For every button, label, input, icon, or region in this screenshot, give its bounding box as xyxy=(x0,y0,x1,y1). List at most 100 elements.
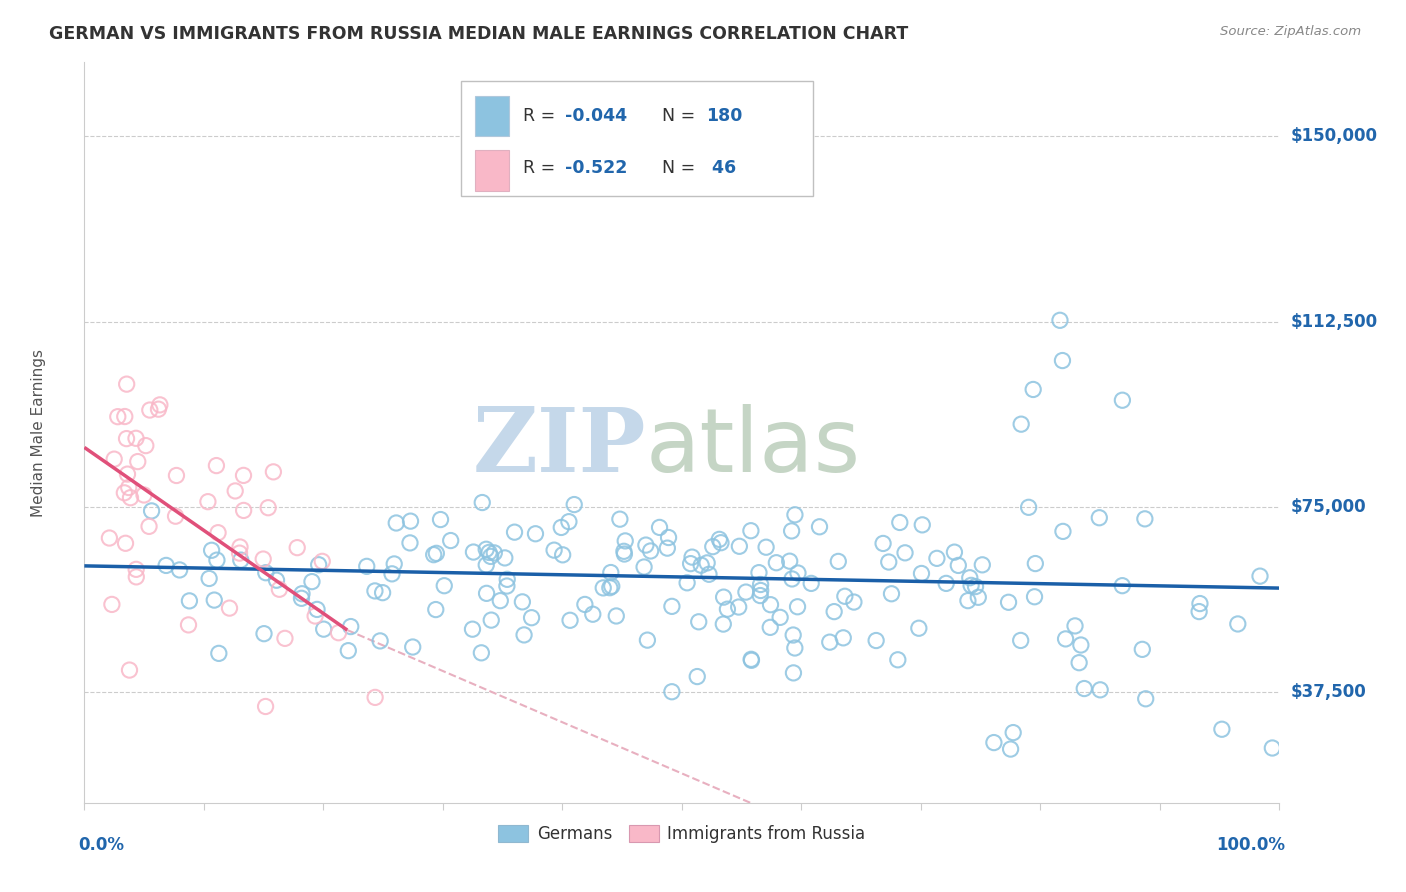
Point xyxy=(125,562,148,576)
Point xyxy=(1049,313,1071,327)
Point xyxy=(872,536,894,550)
Point xyxy=(1133,512,1156,526)
Point xyxy=(911,517,934,532)
Point xyxy=(716,602,738,616)
Text: atlas: atlas xyxy=(647,404,862,491)
Point xyxy=(463,545,485,559)
Point xyxy=(425,602,447,616)
Point xyxy=(599,581,621,595)
Point xyxy=(205,553,228,567)
Point xyxy=(967,591,990,605)
Point xyxy=(496,572,519,586)
Point xyxy=(613,544,636,558)
Point xyxy=(558,515,581,529)
Point xyxy=(600,579,623,593)
Point xyxy=(657,541,679,556)
Point xyxy=(429,512,451,526)
Text: GERMAN VS IMMIGRANTS FROM RUSSIA MEDIAN MALE EARNINGS CORRELATION CHART: GERMAN VS IMMIGRANTS FROM RUSSIA MEDIAN … xyxy=(49,25,908,43)
Point xyxy=(169,563,191,577)
Point xyxy=(782,665,804,680)
Point xyxy=(832,631,855,645)
Point xyxy=(1111,393,1133,408)
Point xyxy=(304,609,326,624)
Point xyxy=(1022,383,1045,397)
Point xyxy=(402,640,425,654)
Point xyxy=(115,377,138,392)
Point xyxy=(779,554,801,568)
Point xyxy=(382,557,405,571)
Point xyxy=(948,558,970,573)
Point xyxy=(910,566,932,581)
Point xyxy=(823,605,845,619)
Point xyxy=(356,559,378,574)
Point xyxy=(648,520,671,534)
Point xyxy=(780,572,803,586)
Point xyxy=(135,439,157,453)
Point xyxy=(489,593,512,607)
Point xyxy=(425,546,447,560)
Point xyxy=(661,599,683,614)
Point xyxy=(232,468,254,483)
Point xyxy=(254,566,277,580)
Point xyxy=(908,621,931,635)
Point xyxy=(1226,617,1249,632)
Point xyxy=(165,509,187,524)
Point xyxy=(550,520,572,534)
Point xyxy=(512,595,534,609)
Point xyxy=(780,524,803,538)
Point xyxy=(127,454,149,468)
Point xyxy=(399,536,422,550)
Point xyxy=(290,591,312,606)
Point xyxy=(755,540,778,554)
Point xyxy=(337,643,360,657)
Point xyxy=(709,533,731,547)
Point xyxy=(125,570,148,584)
Point xyxy=(98,531,121,545)
Point xyxy=(197,494,219,508)
Point xyxy=(205,458,228,473)
Point xyxy=(543,543,565,558)
Point xyxy=(118,663,141,677)
Point xyxy=(125,431,148,445)
Point xyxy=(686,669,709,683)
Point xyxy=(613,547,636,561)
Point xyxy=(558,613,581,627)
Text: $150,000: $150,000 xyxy=(1291,128,1378,145)
Text: $75,000: $75,000 xyxy=(1291,498,1367,516)
Point xyxy=(484,546,506,560)
Point xyxy=(759,598,782,612)
Point xyxy=(702,540,724,554)
Point xyxy=(997,595,1019,609)
Point xyxy=(749,583,772,598)
Point xyxy=(749,589,772,603)
Point xyxy=(308,558,330,572)
Point xyxy=(842,595,865,609)
Point xyxy=(749,577,772,591)
Point xyxy=(925,551,948,566)
Point xyxy=(305,602,328,616)
Text: R =: R = xyxy=(523,160,561,178)
Point xyxy=(101,598,124,612)
Point xyxy=(252,552,274,566)
Point xyxy=(877,555,900,569)
Point xyxy=(1052,524,1074,539)
Point xyxy=(503,525,526,540)
Point xyxy=(513,628,536,642)
Point xyxy=(880,587,903,601)
Text: 0.0%: 0.0% xyxy=(79,836,124,855)
Point xyxy=(1024,590,1046,604)
Point xyxy=(1054,632,1077,646)
Point xyxy=(634,538,657,552)
Point xyxy=(740,524,762,538)
Point xyxy=(865,633,887,648)
Point xyxy=(470,646,492,660)
Point xyxy=(688,615,710,629)
Bar xyxy=(475,95,509,136)
Point xyxy=(312,622,335,636)
Point xyxy=(786,599,808,614)
Point xyxy=(479,549,502,564)
Point xyxy=(1088,510,1111,524)
Point xyxy=(1024,557,1046,571)
Point xyxy=(640,544,662,558)
Text: N =: N = xyxy=(662,160,700,178)
